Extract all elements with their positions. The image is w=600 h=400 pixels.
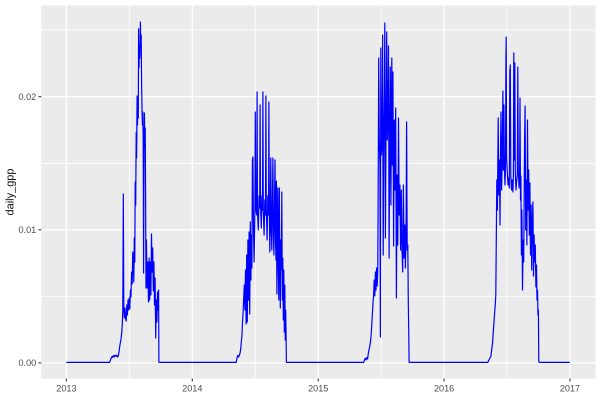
svg-text:2017: 2017	[560, 383, 580, 393]
svg-text:daily_gpp: daily_gpp	[5, 168, 17, 215]
svg-text:2014: 2014	[182, 383, 202, 393]
svg-text:2015: 2015	[308, 383, 328, 393]
svg-text:0.01: 0.01	[18, 225, 36, 235]
svg-text:0.02: 0.02	[18, 92, 36, 102]
svg-text:2016: 2016	[434, 383, 454, 393]
svg-text:2013: 2013	[56, 383, 76, 393]
svg-text:0.00: 0.00	[18, 358, 36, 368]
